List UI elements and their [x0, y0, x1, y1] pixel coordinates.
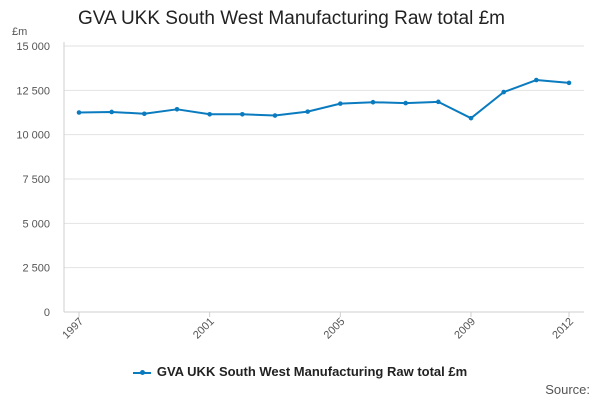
data-point[interactable]: [534, 77, 539, 83]
data-point[interactable]: [109, 109, 114, 115]
x-tick-labels: 1997 2001 2005 2009 2012: [60, 316, 576, 342]
axes: [63, 42, 584, 317]
y-axis-unit-label: £m: [12, 26, 28, 38]
y-tick-label: 7 500: [22, 174, 50, 186]
grid-lines: [64, 45, 584, 269]
legend-label: GVA UKK South West Manufacturing Raw tot…: [156, 364, 468, 379]
x-tick-label: 2005: [322, 316, 348, 342]
y-tick-label: 12 500: [16, 85, 50, 97]
data-point[interactable]: [142, 111, 147, 117]
data-point[interactable]: [272, 113, 278, 118]
data-point[interactable]: [338, 101, 343, 106]
x-tick-label: 1997: [60, 316, 86, 342]
data-point[interactable]: [566, 80, 572, 86]
data-point[interactable]: [403, 100, 408, 106]
y-tick-label: 0: [44, 307, 50, 319]
x-tick-label: 2012: [550, 316, 576, 342]
data-point[interactable]: [501, 89, 506, 95]
data-point[interactable]: [174, 107, 180, 112]
series-layer: [76, 77, 572, 121]
data-point[interactable]: [240, 111, 245, 117]
y-tick-label: 10 000: [16, 130, 50, 142]
y-tick-labels: 0 2 500 5 000 7 500 10 000 12 500 15 000: [16, 41, 50, 319]
chart-title: GVA UKK South West Manufacturing Raw tot…: [78, 8, 505, 29]
data-point[interactable]: [468, 115, 474, 121]
legend-swatch: [132, 369, 151, 375]
y-tick-label: 15 000: [16, 41, 50, 53]
y-tick-label: 5 000: [22, 218, 50, 230]
data-point[interactable]: [436, 99, 441, 105]
x-tick-label: 2009: [452, 316, 478, 342]
data-point[interactable]: [76, 110, 82, 115]
x-tick-label: 2001: [191, 316, 217, 342]
data-point[interactable]: [370, 99, 376, 105]
series-line: [78, 79, 570, 120]
source-label: Source:: [545, 382, 590, 397]
data-point[interactable]: [207, 111, 212, 117]
legend[interactable]: GVA UKK South West Manufacturing Raw tot…: [0, 364, 600, 379]
y-tick-label: 2 500: [22, 263, 50, 275]
data-point[interactable]: [305, 109, 310, 114]
